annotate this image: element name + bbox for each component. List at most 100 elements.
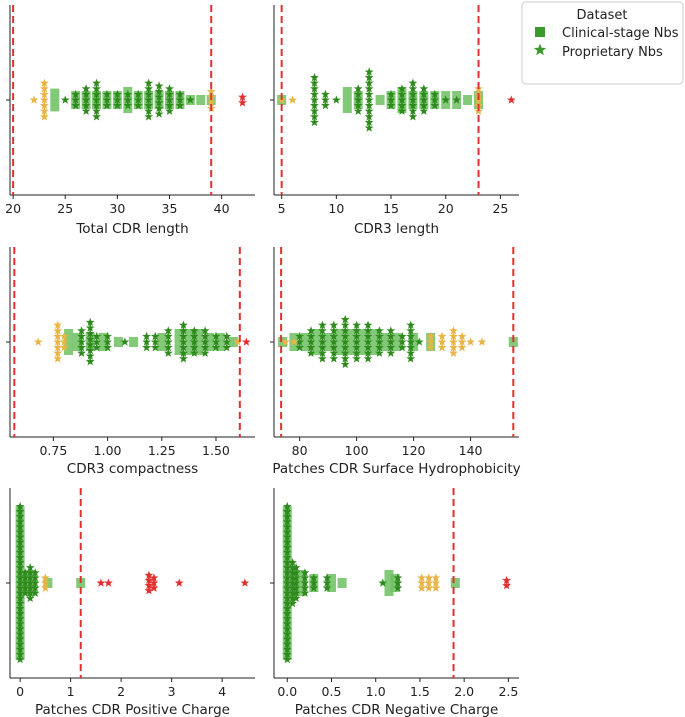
proprietary-star: [288, 558, 297, 567]
outlier-star-near: [449, 326, 458, 335]
outlier-star-far: [144, 580, 154, 590]
proprietary-star: [318, 331, 327, 341]
legend: Dataset Clinical-stage Nbs Proprietary N…: [521, 1, 684, 85]
outlier-star-far: [104, 578, 113, 587]
proprietary-star: [406, 348, 416, 357]
proprietary-star: [291, 563, 301, 572]
proprietary-star: [144, 78, 154, 87]
proprietary-star: [165, 106, 174, 115]
proprietary-star: [92, 331, 102, 341]
clinical-square: [342, 87, 352, 113]
proprietary-star: [364, 112, 374, 121]
proprietary-star: [430, 95, 440, 104]
x-tick-label: 10: [328, 201, 344, 216]
proprietary-star: [15, 512, 25, 521]
proprietary-star: [397, 101, 407, 110]
x-tick-label: 140: [459, 443, 483, 458]
outlier-star-far: [144, 575, 154, 585]
proprietary-star: [282, 588, 292, 597]
proprietary-star: [309, 583, 319, 592]
outlier-star-near: [233, 337, 243, 346]
proprietary-star: [282, 634, 292, 643]
x-tick-label: 25: [57, 201, 73, 216]
proprietary-star: [318, 326, 327, 335]
proprietary-star: [321, 89, 330, 99]
proprietary-star: [179, 343, 188, 352]
proprietary-star: [329, 343, 339, 352]
proprietary-star: [211, 343, 221, 352]
proprietary-star: [103, 337, 112, 346]
clinical-square: [390, 574, 400, 592]
x-tick-label: 2.0: [454, 684, 474, 699]
proprietary-star: [352, 326, 361, 335]
proprietary-star: [310, 89, 319, 99]
proprietary-star: [318, 343, 327, 352]
proprietary-star: [77, 331, 86, 341]
clinical-square: [129, 337, 139, 347]
proprietary-star: [397, 106, 407, 115]
proprietary-star: [222, 331, 232, 341]
proprietary-star: [144, 89, 154, 99]
proprietary-star: [85, 334, 95, 343]
x-tick-label: 4: [218, 684, 226, 699]
clinical-square: [450, 578, 460, 588]
proprietary-star: [340, 354, 350, 363]
outlier-star-near: [417, 578, 427, 587]
proprietary-star: [363, 326, 373, 335]
proprietary-star: [353, 84, 363, 93]
outlier-star-near: [457, 337, 467, 346]
legend-entry-proprietary: Proprietary Nbs: [562, 45, 663, 60]
proprietary-star: [406, 337, 416, 346]
proprietary-star: [282, 501, 292, 511]
outlier-star-near: [206, 98, 216, 107]
x-tick-label: 2: [117, 684, 125, 699]
outlier-star-near: [59, 331, 69, 341]
outlier-star-far: [502, 575, 511, 585]
proprietary-star: [222, 337, 232, 346]
outlier-star-near: [457, 331, 467, 341]
proprietary-star: [329, 354, 339, 363]
proprietary-star: [103, 343, 112, 352]
proprietary-star: [144, 84, 154, 93]
proprietary-star: [353, 101, 363, 110]
proprietary-star: [295, 331, 305, 341]
x-tick-label: 35: [162, 201, 178, 216]
proprietary-star: [406, 331, 416, 341]
proprietary-star: [150, 343, 160, 352]
proprietary-star: [15, 578, 25, 587]
proprietary-star: [353, 106, 363, 115]
proprietary-star: [288, 583, 297, 592]
outlier-star-near: [437, 343, 447, 352]
proprietary-star: [364, 89, 374, 99]
proprietary-star: [419, 101, 429, 110]
proprietary-star: [92, 337, 102, 346]
outlier-star-near: [424, 583, 434, 592]
proprietary-star: [363, 331, 373, 341]
proprietary-star: [352, 337, 361, 346]
proprietary-star: [15, 537, 25, 546]
x-tick-label: 1.50: [202, 443, 230, 458]
proprietary-star: [386, 101, 396, 110]
outlier-star-near: [40, 106, 49, 115]
outlier-star-near: [53, 331, 63, 341]
proprietary-star: [222, 343, 232, 352]
proprietary-star: [77, 326, 86, 335]
proprietary-star: [295, 337, 305, 346]
outlier-star-near: [40, 95, 49, 104]
proprietary-star: [408, 101, 418, 110]
outlier-star-near: [426, 331, 436, 341]
x-tick-label: 25: [492, 201, 508, 216]
proprietary-star: [15, 527, 25, 536]
outlier-star-near: [40, 84, 49, 93]
proprietary-star: [329, 326, 339, 335]
proprietary-star: [15, 619, 25, 628]
proprietary-star: [291, 578, 301, 587]
proprietary-star: [340, 343, 350, 352]
proprietary-star: [282, 563, 292, 572]
proprietary-star: [352, 354, 361, 363]
proprietary-star: [154, 87, 164, 96]
proprietary-star: [310, 117, 319, 127]
proprietary-star: [364, 67, 374, 76]
proprietary-star: [282, 507, 292, 516]
